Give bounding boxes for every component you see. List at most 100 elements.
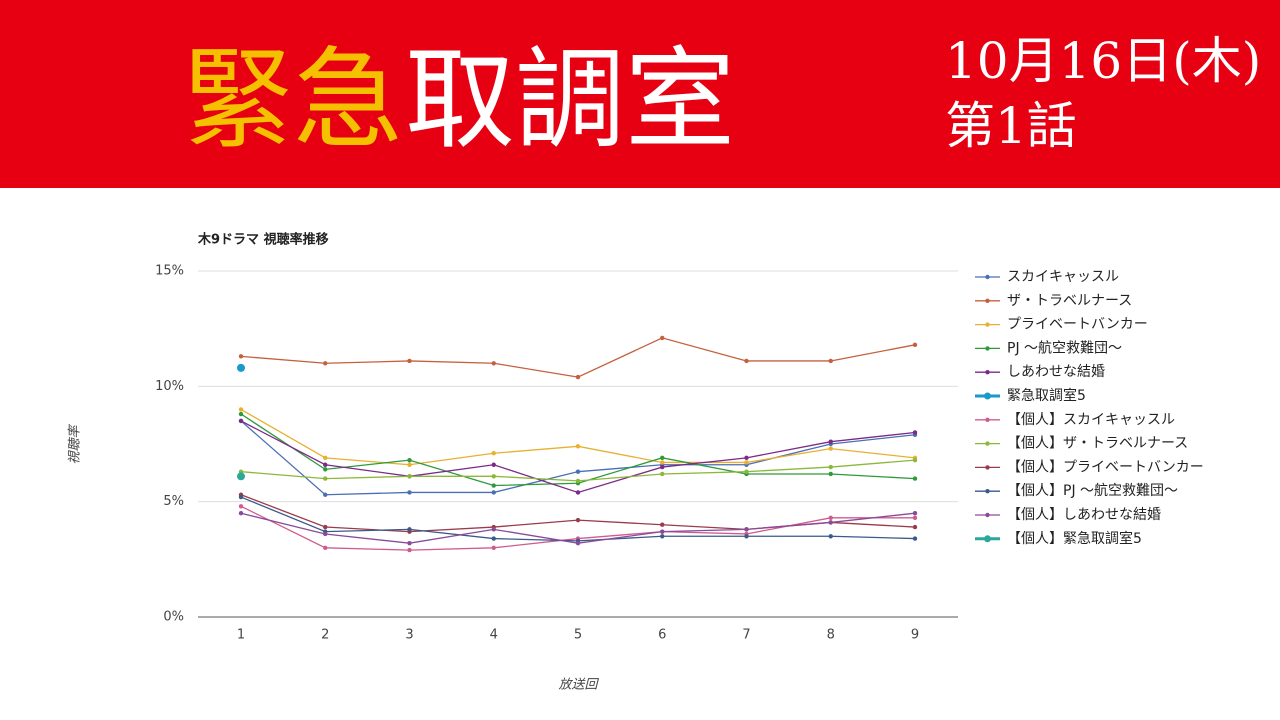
legend-label: ザ・トラベルナース <box>1007 293 1132 309</box>
x-tick-label: 1 <box>237 628 245 643</box>
x-tick-label: 8 <box>827 628 835 643</box>
data-point <box>660 529 665 534</box>
data-point <box>323 545 328 550</box>
data-point <box>407 457 412 463</box>
data-point <box>828 471 833 477</box>
data-point <box>238 504 244 509</box>
data-point <box>575 469 581 474</box>
data-point <box>491 545 496 550</box>
legend-label: 【個人】スカイキャッスル <box>1007 412 1175 428</box>
data-point <box>575 540 581 546</box>
legend-swatch-dot <box>985 298 990 303</box>
legend-label: スカイキャッスル <box>1007 269 1119 285</box>
x-tick-label: 3 <box>405 628 413 643</box>
legend-swatch-dot <box>985 417 990 422</box>
legend-swatch-dot <box>984 535 991 543</box>
data-point <box>491 361 496 366</box>
legend-swatch-dot <box>985 370 990 375</box>
data-point <box>323 455 328 461</box>
chart-title: 木9ドラマ 視聴率推移 <box>197 232 329 248</box>
data-point <box>407 490 412 495</box>
episode: 第1話 <box>945 97 1077 155</box>
data-point <box>828 534 833 539</box>
data-point <box>491 474 496 479</box>
data-point <box>238 494 244 500</box>
y-tick-label: 10% <box>155 379 184 394</box>
data-point <box>828 358 833 364</box>
y-axis-label: 視聴率 <box>67 424 83 465</box>
data-point <box>660 455 665 461</box>
legend-label: 【個人】PJ ～航空救難団～ <box>1007 483 1178 499</box>
data-point <box>575 478 581 484</box>
data-point <box>912 476 918 481</box>
legend-swatch-dot <box>985 274 990 280</box>
y-tick-label: 5% <box>163 494 184 509</box>
legend-label: 【個人】プライベートバンカー <box>1007 459 1204 475</box>
data-point <box>575 490 581 495</box>
data-point <box>491 536 496 541</box>
series-line <box>240 408 916 466</box>
legend-swatch-dot <box>984 392 991 400</box>
x-tick-label: 7 <box>742 628 750 643</box>
series-line <box>240 413 916 487</box>
data-point <box>323 467 328 472</box>
legend-swatch-dot <box>985 489 990 494</box>
data-point <box>407 527 412 532</box>
legend-swatch-dot <box>985 465 990 470</box>
data-point <box>575 444 581 449</box>
x-tick-label: 5 <box>574 628 582 643</box>
data-point <box>575 374 581 380</box>
data-point <box>828 464 833 470</box>
data-point <box>660 464 665 470</box>
data-point <box>744 460 749 465</box>
data-point <box>238 407 244 412</box>
data-point <box>323 476 328 481</box>
data-point <box>744 527 749 532</box>
header-banner <box>0 0 1280 188</box>
data-point <box>491 451 496 456</box>
date: 10月16日(木) <box>945 32 1261 90</box>
data-point <box>912 457 918 463</box>
data-point <box>660 460 665 465</box>
data-point <box>407 547 412 553</box>
data-point <box>237 363 245 372</box>
legend-label: プライベートバンカー <box>1007 317 1148 333</box>
data-point <box>323 462 328 467</box>
data-point <box>491 462 496 467</box>
data-point <box>912 515 918 521</box>
data-point <box>828 520 833 525</box>
data-point <box>238 511 244 516</box>
x-tick-label: 9 <box>911 628 919 643</box>
data-point <box>912 524 918 530</box>
y-tick-label: 15% <box>155 264 184 279</box>
data-point <box>491 483 496 488</box>
data-point <box>660 534 665 539</box>
title-gold: 緊急 <box>183 36 403 164</box>
data-point <box>828 515 833 521</box>
data-point <box>323 492 328 497</box>
legend-label: しあわせな結婚 <box>1007 364 1105 380</box>
legend-swatch-dot <box>985 322 990 327</box>
data-point <box>744 534 749 539</box>
data-point <box>660 522 665 527</box>
data-point <box>407 462 412 467</box>
data-point <box>912 536 918 541</box>
data-point <box>323 361 328 366</box>
data-point <box>828 446 833 451</box>
x-tick-label: 2 <box>321 628 329 643</box>
legend-label: 【個人】ザ・トラベルナース <box>1007 436 1188 452</box>
x-tick-label: 6 <box>658 628 666 643</box>
data-point <box>660 335 665 341</box>
data-point <box>912 342 918 348</box>
data-point <box>828 439 833 444</box>
legend-label: PJ ～航空救難団～ <box>1007 340 1122 356</box>
data-point <box>407 474 412 479</box>
data-point <box>238 354 244 359</box>
series-line <box>240 337 916 378</box>
data-point <box>323 524 328 530</box>
data-point <box>238 418 244 424</box>
data-point <box>323 531 328 537</box>
data-point <box>912 511 918 516</box>
